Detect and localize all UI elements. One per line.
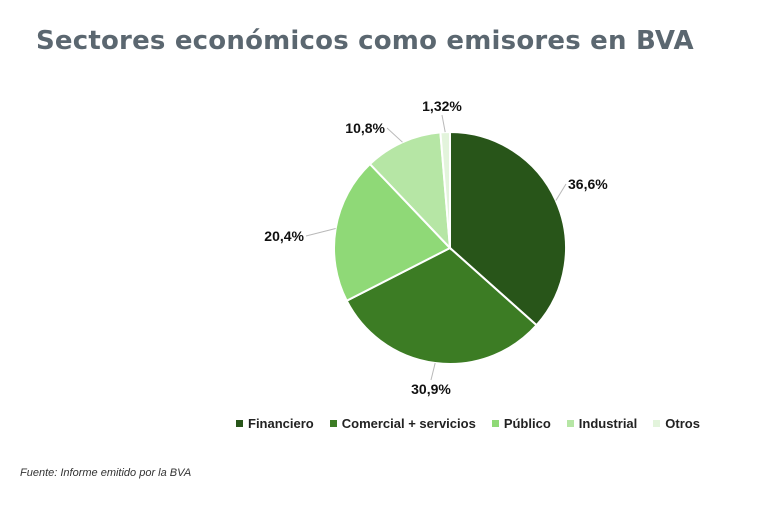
legend-item-industrial: Industrial [566, 416, 638, 431]
legend-label: Industrial [578, 416, 638, 431]
leader-line [430, 362, 436, 381]
source-note: Fuente: Informe emitido por la BVA [20, 467, 192, 479]
legend-item-comercial-servicios: Comercial + servicios [329, 416, 476, 431]
pie-slice-p-blico [333, 162, 452, 303]
data-labels: 36,6% 30,9% 20,4% 10,8% 1,32% [264, 98, 608, 397]
data-label: 10,8% [345, 120, 385, 136]
legend-item-publico: Público [491, 416, 551, 431]
legend-label: Comercial + servicios [341, 416, 476, 431]
legend-swatch [329, 420, 337, 427]
legend-item-financiero: Financiero [236, 416, 314, 431]
legend: Financiero Comercial + servicios Público… [236, 416, 700, 431]
legend-label: Otros [665, 416, 700, 431]
legend-swatch [491, 420, 499, 427]
legend-item-otros: Otros [653, 416, 700, 431]
data-label: 36,6% [568, 176, 608, 192]
pie-chart: 36,6% 30,9% 20,4% 10,8% 1,32% [264, 98, 608, 397]
leader-line [386, 127, 403, 143]
pie-slices [333, 130, 567, 365]
legend-swatch [653, 420, 661, 427]
leader-line [441, 114, 446, 133]
leader-line [555, 183, 567, 201]
chart-title: Sectores económicos como emisores en BVA [36, 26, 694, 56]
legend-swatch [566, 420, 574, 427]
legend-swatch [236, 420, 243, 427]
leader-lines [305, 114, 567, 381]
pie-slice-industrial [368, 131, 452, 251]
pie-slice-otros [439, 130, 451, 249]
legend-label: Público [503, 416, 551, 431]
data-label: 30,9% [411, 381, 451, 397]
leader-line [305, 228, 336, 237]
legend-label: Financiero [248, 416, 314, 431]
data-label: 1,32% [422, 98, 462, 114]
data-label: 20,4% [264, 228, 304, 244]
